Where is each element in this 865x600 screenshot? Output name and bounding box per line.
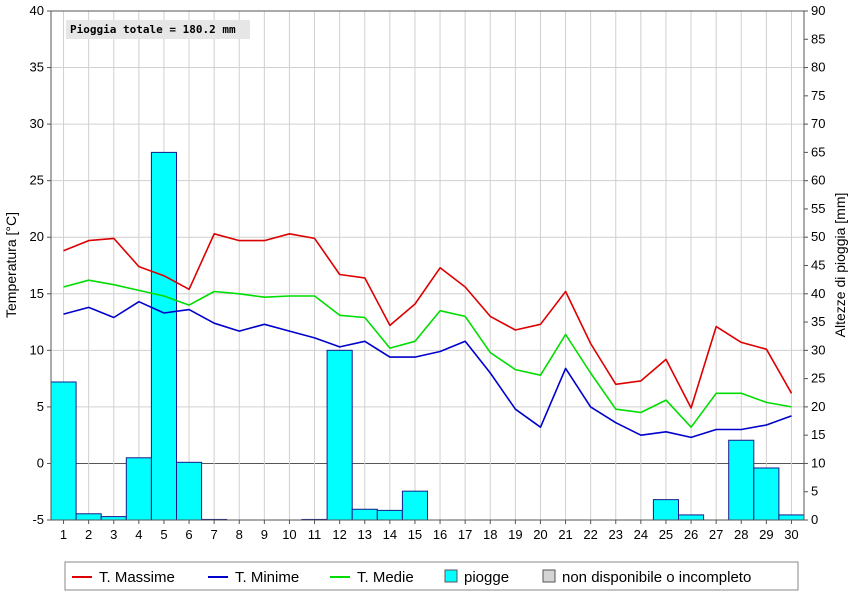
axes: -505101520253035400510152025303540455055… [30, 3, 826, 542]
legend-box-swatch [542, 569, 556, 583]
rain-bars [50, 151, 805, 521]
series-line [63, 300, 792, 439]
annotation-box [66, 20, 250, 39]
y-left-tick-label: 30 [30, 116, 44, 131]
y-right-tick-label: 85 [811, 31, 825, 46]
x-tick-label: 21 [558, 527, 572, 542]
x-tick-label: 16 [433, 527, 447, 542]
x-tick-label: 5 [160, 527, 167, 542]
legend-box-swatch [444, 569, 458, 583]
y-left-tick-label: 40 [30, 3, 44, 18]
rain-bar [150, 151, 177, 521]
y-right-tick-label: 10 [811, 455, 825, 470]
y-right-tick-label: 30 [811, 342, 825, 357]
x-tick-label: 17 [458, 527, 472, 542]
x-tick-label: 3 [110, 527, 117, 542]
rain-bar [125, 457, 152, 521]
y-axis-left-title: Temperatura [°C] [3, 212, 19, 318]
y-left-tick-label: 0 [37, 455, 44, 470]
x-tick-label: 2 [85, 527, 92, 542]
legend-label: T. Medie [357, 569, 414, 586]
y-right-tick-label: 40 [811, 286, 825, 301]
y-right-tick-label: 60 [811, 173, 825, 188]
y-left-tick-label: 20 [30, 229, 44, 244]
x-tick-label: 4 [135, 527, 142, 542]
rain-bar [100, 516, 127, 521]
rain-bar [728, 439, 755, 521]
y-left-tick-label: 25 [30, 173, 44, 188]
x-tick-label: 25 [659, 527, 673, 542]
rain-bar [401, 490, 428, 521]
x-tick-label: 23 [609, 527, 623, 542]
rain-bar [652, 499, 680, 521]
legend-label: T. Minime [235, 569, 299, 586]
y-right-tick-label: 0 [811, 512, 818, 527]
x-tick-label: 26 [684, 527, 698, 542]
rain-bar [75, 513, 102, 521]
x-tick-label: 22 [583, 527, 597, 542]
x-tick-label: 28 [734, 527, 748, 542]
y-right-tick-label: 35 [811, 314, 825, 329]
y-left-tick-label: -5 [32, 512, 44, 527]
y-right-tick-label: 15 [811, 427, 825, 442]
legend: T. Massime T. Minime T. Medie piogge non dis… [64, 561, 799, 591]
x-tick-label: 8 [236, 527, 243, 542]
y-right-tick-label: 70 [811, 116, 825, 131]
x-tick-label: 19 [508, 527, 522, 542]
y-left-tick-label: 35 [30, 60, 44, 75]
y-right-tick-label: 50 [811, 229, 825, 244]
y-right-tick-label: 75 [811, 88, 825, 103]
x-tick-label: 29 [759, 527, 773, 542]
y-right-tick-label: 20 [811, 399, 825, 414]
x-tick-label: 20 [533, 527, 547, 542]
rain-bar [351, 508, 378, 521]
x-tick-label: 24 [634, 527, 648, 542]
y-left-tick-label: 15 [30, 286, 44, 301]
x-tick-label: 6 [185, 527, 192, 542]
legend-label: T. Massime [99, 569, 175, 586]
x-tick-label: 27 [709, 527, 723, 542]
total-rain-annotation: Pioggia totale = 180.2 mm [66, 20, 250, 39]
y-right-tick-label: 55 [811, 201, 825, 216]
legend-label: non disponibile o incompleto [562, 569, 751, 586]
x-tick-label: 12 [332, 527, 346, 542]
y-right-tick-label: 45 [811, 258, 825, 273]
x-tick-label: 11 [308, 527, 322, 542]
series-line [63, 279, 792, 429]
y-right-tick-label: 80 [811, 60, 825, 75]
y-right-tick-label: 65 [811, 144, 825, 159]
legend-label: piogge [464, 569, 509, 586]
x-tick-label: 30 [784, 527, 798, 542]
y-right-tick-label: 90 [811, 3, 825, 18]
rain-bar [376, 509, 403, 521]
rain-bar [753, 467, 780, 521]
rain-bar [778, 514, 805, 521]
y-left-tick-label: 10 [30, 342, 44, 357]
x-tick-label: 1 [60, 527, 67, 542]
x-tick-label: 13 [358, 527, 372, 542]
rain-bar [50, 381, 77, 521]
annotation-text: Pioggia totale = 180.2 mm [70, 23, 236, 36]
rain-bar [176, 461, 203, 521]
x-tick-label: 9 [261, 527, 268, 542]
x-tick-label: 10 [282, 527, 296, 542]
x-tick-label: 18 [483, 527, 497, 542]
rain-bar [678, 514, 705, 521]
y-right-tick-label: 5 [811, 484, 818, 499]
series-line [63, 233, 793, 409]
legend-frame [64, 561, 799, 591]
temperature-lines [63, 233, 793, 439]
x-tick-label: 15 [408, 527, 422, 542]
x-tick-label: 14 [383, 527, 397, 542]
y-axis-right-title: Altezze di pioggia [mm] [832, 193, 848, 338]
y-left-tick-label: 5 [37, 399, 44, 414]
y-right-tick-label: 25 [811, 371, 825, 386]
rain-bar [326, 349, 353, 521]
x-tick-label: 7 [211, 527, 218, 542]
